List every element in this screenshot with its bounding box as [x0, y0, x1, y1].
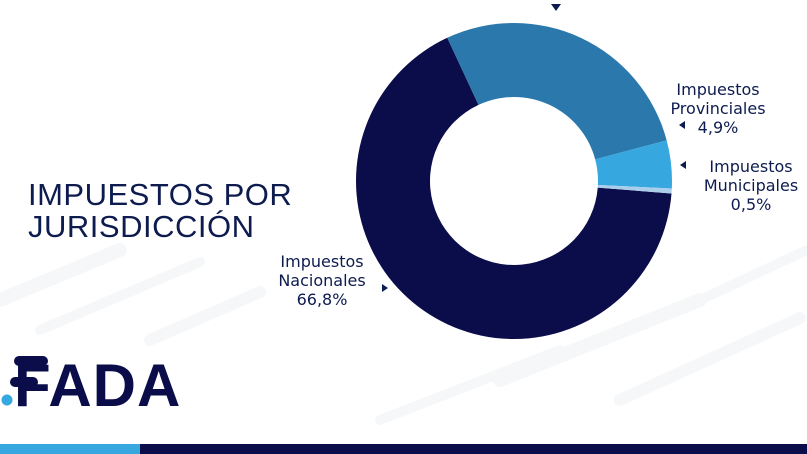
label-municipales: Impuestos Municipales 0,5% — [696, 157, 806, 214]
arrow-municipales-icon — [680, 161, 686, 169]
bottom-bar — [140, 444, 807, 454]
slice-nacionales — [356, 37, 672, 339]
label-municipales-value: 0,5% — [730, 195, 772, 214]
arrow-nacionales-icon — [382, 284, 388, 292]
background-pattern — [0, 243, 807, 425]
arrow-top-icon — [551, 4, 561, 11]
label-municipales-line2: Municipales — [703, 176, 799, 195]
logo-text: FADA — [14, 352, 181, 419]
label-provinciales-value: 4,9% — [697, 118, 739, 137]
slice-municipales — [597, 184, 672, 194]
label-municipales-line1: Impuestos — [709, 157, 793, 176]
label-provinciales-line1: Impuestos — [676, 80, 760, 99]
label-nacionales: Impuestos Nacionales 66,8% — [270, 252, 374, 309]
bottom-bar-accent — [0, 444, 140, 454]
page-title-line1: IMPUESTOS POR — [28, 176, 293, 212]
logo-dot — [1, 394, 13, 406]
logo-dash-top — [14, 356, 48, 366]
label-nacionales-value: 66,8% — [296, 290, 348, 309]
slice-unlabeled-top — [447, 23, 667, 160]
label-provinciales-line2: Provinciales — [670, 99, 766, 118]
logo-dash-mid — [10, 377, 38, 387]
slice-provinciales — [595, 140, 672, 189]
fada-logo: FADA — [1, 352, 181, 419]
label-nacionales-line2: Nacionales — [278, 271, 366, 290]
page-title-line2: JURISDICCIÓN — [28, 208, 255, 244]
label-provinciales: Impuestos Provinciales 4,9% — [666, 80, 770, 137]
label-nacionales-line1: Impuestos — [280, 252, 364, 271]
page-title: IMPUESTOS POR JURISDICCIÓN — [28, 176, 293, 244]
arrow-provinciales-icon — [679, 121, 685, 129]
